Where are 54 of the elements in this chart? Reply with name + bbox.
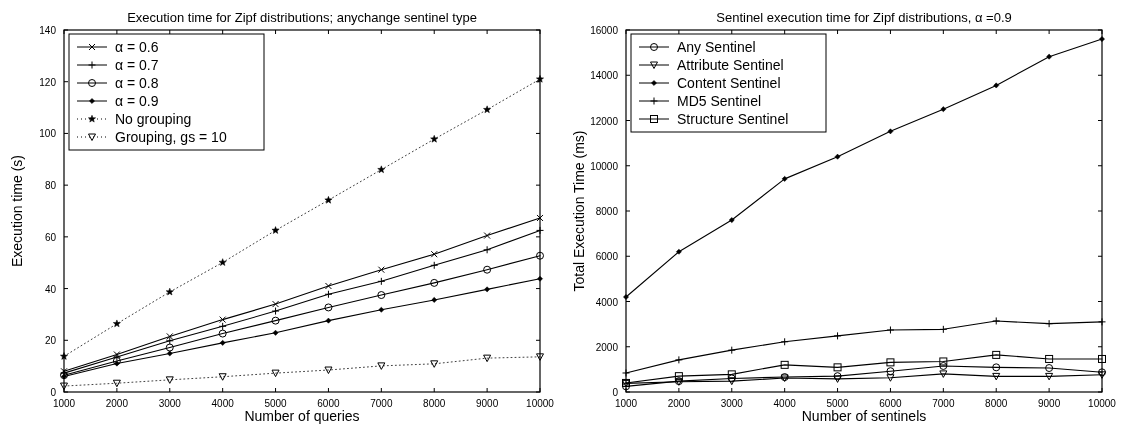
y-tick-label: 80 [44,180,57,192]
x-tick-label: 4000 [773,398,797,409]
x-tick-label: 10000 [1088,398,1117,409]
legend-label: Content Sentinel [677,75,781,91]
y-tick-label: 120 [39,76,57,88]
x-tick-label: 7000 [370,398,393,409]
y-tick-label: 0 [50,387,57,398]
x-tick-label: 9000 [475,398,499,409]
legend-label: α = 0.8 [115,75,159,91]
legend-label: Any Sentinel [677,39,756,55]
x-tick-label: 7000 [932,398,955,409]
x-axis-title: Number of queries [244,408,360,424]
x-tick-label: 1000 [614,398,638,409]
y-tick-label: 8000 [595,206,619,217]
x-tick-label: 10000 [526,398,555,409]
x-tick-label: 3000 [720,398,744,409]
y-tick-label: 6000 [595,251,619,263]
y-tick-label: 40 [44,283,57,295]
x-tick-label: 2000 [105,398,129,409]
legend-label: No grouping [115,111,192,127]
y-axis-title: Execution time (s) [9,154,25,268]
y-tick-label: 140 [39,25,57,36]
x-tick-label: 6000 [317,398,340,409]
y-tick-label: 10000 [590,160,619,172]
x-tick-label: 4000 [211,398,235,409]
x-axis-title: Number of sentinels [801,408,927,424]
legend-label: Grouping, gs = 10 [115,129,227,145]
x-tick-label: 5000 [264,398,288,409]
y-tick-label: 0 [612,387,619,398]
y-axis-title: Total Execution Time (ms) [571,130,587,292]
legend-label: α = 0.7 [115,57,159,73]
x-tick-label: 8000 [423,398,446,409]
y-tick-label: 4000 [595,296,619,308]
legend-label: Attribute Sentinel [677,57,784,73]
chart-title: Execution time for Zipf distributions; anychange sentinel type [127,10,477,25]
x-tick-label: 9000 [1037,398,1061,409]
y-tick-label: 20 [44,335,57,347]
x-tick-label: 8000 [985,398,1008,409]
legend-label: Structure Sentinel [677,111,789,127]
x-tick-label: 5000 [826,398,850,409]
legend-label: α = 0.6 [115,39,159,55]
y-tick-label: 12000 [590,115,619,127]
legend-label: MD5 Sentinel [677,93,762,109]
y-tick-label: 100 [39,128,57,140]
y-tick-label: 16000 [590,25,619,36]
y-tick-label: 60 [44,231,57,243]
y-tick-label: 14000 [590,70,619,82]
x-tick-label: 6000 [879,398,902,409]
x-tick-label: 3000 [158,398,182,409]
chart-title: Sentinel execution time for Zipf distributions, α =0.9 [716,10,1012,25]
x-tick-label: 2000 [667,398,691,409]
legend-label: α = 0.9 [115,93,159,109]
y-tick-label: 2000 [595,341,619,353]
x-tick-label: 1000 [52,398,76,409]
